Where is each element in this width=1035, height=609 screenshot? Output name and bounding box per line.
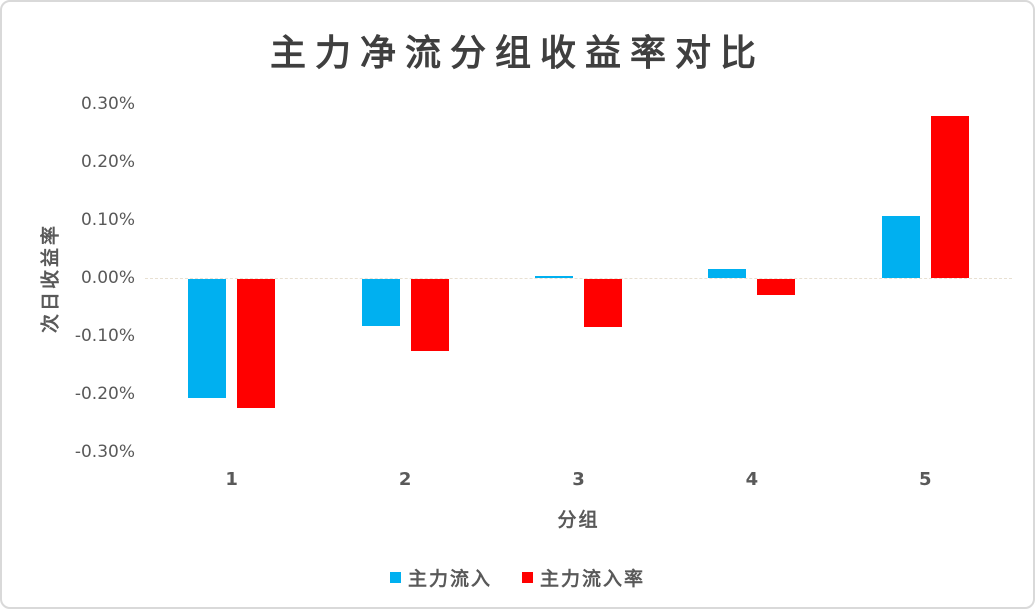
legend-item-main-inflow-rate: 主力流入率 xyxy=(522,564,645,591)
x-axis-tick-label: 4 xyxy=(745,469,759,490)
bar-主力流入率-group3 xyxy=(584,279,622,327)
x-axis-tick-label: 3 xyxy=(572,469,585,490)
y-axis-tick-label: 0.00% xyxy=(80,268,135,288)
legend-label: 主力流入 xyxy=(407,569,492,590)
legend-label: 主力流入率 xyxy=(540,569,646,590)
bar-主力流入-group3 xyxy=(535,275,573,278)
y-axis-tick-label: 0.20% xyxy=(80,152,135,172)
y-axis-title: 次日收益率 xyxy=(40,222,62,334)
x-axis-title: 分组 xyxy=(557,510,600,531)
x-axis-tick-label: 5 xyxy=(919,469,932,490)
x-axis-tick-label: 1 xyxy=(225,469,238,490)
y-axis-tick-label: 0.30% xyxy=(80,94,135,114)
bar-主力流入率-group1 xyxy=(237,279,276,408)
bar-主力流入-group4 xyxy=(708,269,747,278)
bar-主力流入-group2 xyxy=(361,279,400,326)
x-axis-tick-label: 2 xyxy=(398,469,412,490)
bar-主力流入率-group5 xyxy=(930,115,969,278)
legend: 主力流入 主力流入率 xyxy=(2,564,1033,591)
y-axis-tick-label: -0.20% xyxy=(74,384,135,404)
legend-item-main-inflow: 主力流入 xyxy=(389,564,492,591)
legend-swatch-blue-icon xyxy=(389,572,401,583)
bar-主力流入率-group4 xyxy=(757,279,796,296)
bar-主力流入-group5 xyxy=(881,215,920,278)
bar-主力流入率-group2 xyxy=(410,279,449,351)
y-axis-tick-label: -0.30% xyxy=(74,442,135,462)
y-axis-tick-label: 0.10% xyxy=(80,210,135,230)
legend-swatch-red-icon xyxy=(522,572,533,583)
bar-主力流入-group1 xyxy=(188,279,227,398)
y-axis-tick-label: -0.10% xyxy=(74,326,135,346)
chart-title: 主力净流分组收益率对比 xyxy=(269,33,765,73)
x-axis-line xyxy=(145,278,1012,279)
